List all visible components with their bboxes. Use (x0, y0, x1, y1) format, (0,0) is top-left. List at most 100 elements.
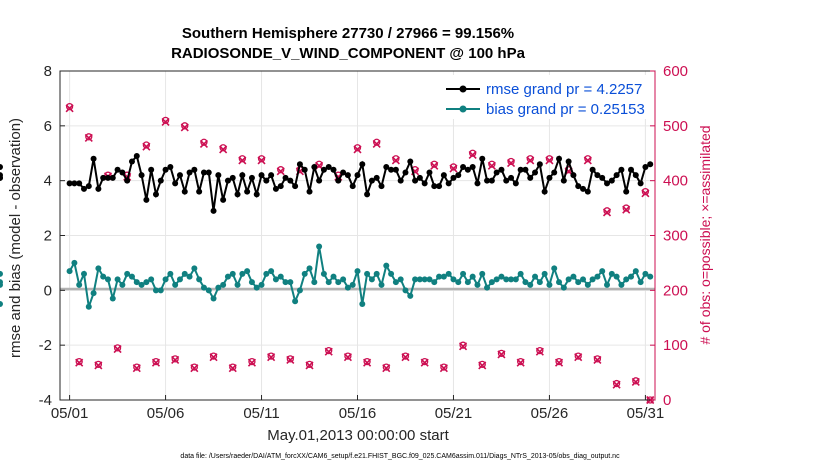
rmse-point (210, 207, 217, 214)
y-tick-label: 6 (44, 118, 52, 135)
obs-assimilated-point (622, 205, 631, 214)
rmse-point (0, 172, 3, 179)
bias-point (388, 270, 395, 277)
obs-possible-point (632, 377, 640, 385)
obs-assimilated-point (593, 355, 602, 365)
obs-cross-stroke (382, 364, 391, 373)
legend: rmse grand pr = 4.2257 bias grand pr = 0… (440, 75, 652, 119)
obs-cross-stroke (439, 364, 448, 373)
right-tick-label: 200 (663, 282, 688, 299)
obs-cross-stroke (228, 364, 237, 373)
rmse-point (431, 183, 438, 190)
rmse-point (440, 172, 447, 179)
rmse-point (176, 172, 183, 179)
obs-assimilated-point (526, 156, 535, 165)
obs-possible-point (478, 360, 486, 369)
obs-cross-stroke (641, 189, 650, 198)
rmse-point (464, 166, 471, 173)
bias-point (354, 268, 361, 275)
rmse-point (301, 166, 308, 173)
rmse-point (522, 166, 529, 173)
obs-possible-point (315, 160, 323, 168)
rmse-point (594, 172, 601, 179)
obs-cross-stroke (545, 156, 554, 165)
rmse-point (479, 155, 486, 162)
obs-assimilated-point (286, 355, 295, 365)
bias-point (176, 276, 183, 283)
bias-point (575, 279, 582, 286)
bias-point (469, 273, 476, 280)
bias-point (76, 281, 83, 288)
bias-point (157, 287, 164, 294)
obs-assimilated-point (75, 358, 84, 367)
bias-point (268, 268, 275, 275)
obs-assimilated-point (545, 156, 554, 165)
obs-assimilated-point (180, 123, 189, 132)
obs-assimilated-point (353, 145, 362, 154)
bias-point (368, 276, 375, 283)
rmse-point (143, 196, 150, 203)
obs-possible-point (507, 157, 515, 166)
obs-cross-stroke (363, 358, 372, 367)
rmse-point (407, 158, 414, 165)
obs-possible-point (363, 357, 371, 366)
rmse-point (167, 163, 174, 170)
x-tick-label: 05/26 (531, 405, 569, 422)
bias-point (493, 276, 500, 283)
bias-point (100, 273, 107, 280)
x-tick-label: 05/06 (147, 405, 185, 422)
obs-possible-point (190, 363, 199, 371)
rmse-point (258, 172, 265, 179)
rmse-point (397, 177, 404, 184)
bias-point (349, 281, 356, 288)
rmse-point (517, 166, 524, 173)
rmse-point (503, 177, 510, 184)
obs-cross-stroke (506, 159, 516, 168)
bias-point (296, 287, 303, 294)
bias-point (325, 279, 332, 286)
bias-point (66, 268, 73, 275)
rmse-point (220, 196, 227, 203)
obs-possible-point (641, 187, 650, 196)
rmse-point (181, 188, 188, 195)
rmse-point (205, 169, 212, 176)
obs-cross-stroke (468, 150, 477, 159)
obs-possible-point (612, 379, 621, 388)
bias-point (584, 281, 591, 288)
bias-point (632, 268, 639, 275)
rmse-point (354, 172, 361, 179)
right-tick-label: 100 (663, 337, 688, 354)
bias-point (522, 279, 529, 286)
rmse-point (632, 172, 639, 179)
rmse-point (320, 166, 327, 173)
obs-possible-point (497, 349, 506, 358)
obs-possible-point (449, 163, 458, 171)
rmse-point (484, 177, 491, 184)
obs-possible-point (488, 160, 496, 168)
rmse-point (66, 180, 73, 187)
obs-cross-stroke (458, 342, 468, 351)
rmse-point (244, 188, 251, 195)
bias-point (172, 281, 179, 288)
obs-possible-point (440, 363, 448, 371)
bias-point (128, 273, 135, 280)
obs-assimilated-point (478, 361, 487, 370)
obs-cross-stroke (180, 123, 189, 132)
rmse-point (157, 177, 164, 184)
y-axis-ticks: -4 -2 0 2 4 6 8 (39, 63, 65, 409)
obs-cross-stroke (151, 358, 161, 367)
rmse-point (200, 169, 207, 176)
bias-point (570, 273, 577, 280)
rmse-point (248, 174, 255, 181)
obs-possible-point (161, 116, 170, 124)
rmse-point (215, 172, 222, 179)
bias-point (301, 270, 308, 277)
data-file-footnote: data file: /Users/raeder/DAI/ATM_forcXX/… (180, 453, 620, 460)
obs-assimilated-point (641, 189, 650, 198)
bias-point (498, 273, 505, 280)
rmse-point (277, 183, 284, 190)
obs-cross-stroke (238, 156, 247, 165)
obs-possible-point (392, 155, 400, 163)
rmse-point (378, 183, 385, 190)
obs-cross-stroke (497, 350, 506, 359)
